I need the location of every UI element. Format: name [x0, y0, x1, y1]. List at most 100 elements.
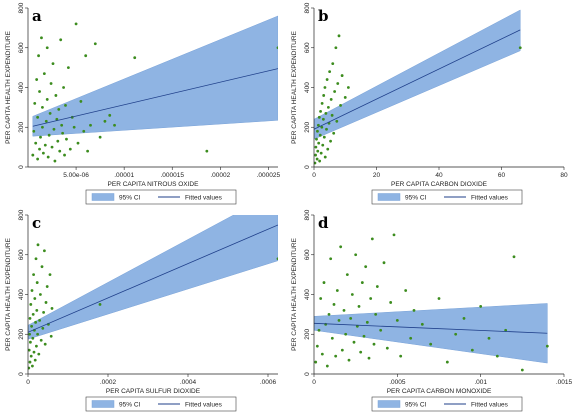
data-point [32, 273, 35, 277]
data-point [84, 54, 88, 58]
data-point [504, 328, 508, 332]
data-point [108, 113, 112, 117]
data-point [316, 149, 320, 153]
data-point [335, 119, 339, 123]
data-point [65, 137, 68, 141]
x-tick-label: .000015 [160, 172, 184, 179]
data-point [41, 326, 45, 330]
y-tick-label: 800 [304, 2, 311, 13]
data-point [47, 133, 51, 137]
legend-fit-label: Fitted values [471, 402, 509, 409]
data-point [495, 354, 499, 358]
data-point [462, 316, 466, 320]
data-point [355, 324, 359, 328]
x-tick-label: .001 [474, 379, 487, 386]
plot-area [314, 8, 564, 167]
data-point [318, 159, 322, 163]
data-point [39, 338, 43, 342]
data-point [41, 105, 44, 109]
data-point [321, 143, 325, 147]
data-point [28, 366, 31, 370]
data-point [33, 102, 37, 105]
data-point [325, 364, 329, 368]
data-point [326, 147, 330, 151]
legend-ci-label: 95% CI [119, 195, 141, 202]
x-tick-label: .000025 [257, 172, 281, 179]
data-point [347, 358, 351, 362]
data-point [38, 90, 41, 93]
data-point [98, 303, 102, 306]
y-tick-label: 400 [18, 82, 25, 93]
data-point [40, 36, 43, 40]
data-point [42, 310, 45, 314]
data-point [322, 135, 326, 139]
data-point [339, 245, 343, 249]
y-tick-label: 600 [304, 249, 311, 260]
y-tick-label: 600 [18, 42, 25, 53]
y-tick-label: 200 [18, 328, 25, 339]
y-tick-label: 800 [18, 2, 25, 13]
data-point [334, 46, 338, 50]
data-point [41, 151, 45, 155]
x-tick-label: 0 [312, 172, 316, 179]
data-point [56, 139, 60, 143]
legend-fit-label: Fitted values [471, 195, 509, 202]
panel-letter: a [32, 7, 42, 25]
data-point [44, 301, 48, 304]
data-point [36, 157, 40, 161]
data-point [328, 70, 332, 73]
data-point [369, 297, 373, 300]
data-point [314, 161, 317, 165]
data-point [57, 107, 61, 111]
data-point [350, 293, 354, 296]
data-point [133, 56, 137, 60]
data-point [429, 342, 433, 346]
data-point [545, 344, 549, 348]
data-point [326, 105, 330, 109]
data-point [29, 354, 33, 358]
data-point [325, 127, 328, 131]
x-tick-label: .0002 [100, 379, 117, 386]
y-tick-label: 800 [304, 209, 311, 220]
y-tick-label: 800 [18, 209, 25, 220]
data-point [52, 127, 56, 131]
data-point [331, 62, 335, 66]
data-point [35, 309, 39, 312]
data-point [332, 131, 336, 135]
data-point [82, 129, 86, 133]
data-point [487, 336, 491, 340]
y-axis-label: PER CAPITA HEALTH EXPENDITURE [5, 30, 12, 143]
data-point [317, 328, 321, 332]
ci-band [314, 9, 521, 140]
data-point [345, 273, 349, 277]
data-point [352, 340, 356, 344]
scatter-points [28, 243, 278, 370]
data-point [362, 334, 366, 338]
data-point [31, 153, 35, 157]
data-point [314, 145, 318, 149]
data-point [44, 119, 48, 123]
fitted-line [28, 224, 278, 333]
y-tick-label: 200 [18, 121, 25, 132]
data-point [412, 309, 416, 312]
data-point [340, 74, 344, 77]
data-point [50, 307, 54, 310]
data-point [320, 125, 324, 129]
x-tick-label: 40 [435, 172, 443, 179]
data-point [322, 94, 326, 97]
data-point [276, 257, 278, 261]
data-point [344, 332, 348, 336]
data-point [38, 147, 41, 151]
y-tick-label: 600 [18, 249, 25, 260]
x-tick-label: .00001 [114, 172, 134, 179]
data-point [53, 159, 57, 163]
x-tick-label: 60 [498, 172, 506, 179]
data-point [33, 358, 37, 362]
data-point [330, 336, 334, 340]
data-point [322, 281, 326, 284]
data-point [34, 320, 37, 324]
data-point [454, 332, 458, 336]
chart-panel-c: 0 200 400 600 800 0 .0002 .0004 .0006 PER CAPITA … [5, 209, 278, 412]
data-point [470, 348, 474, 352]
